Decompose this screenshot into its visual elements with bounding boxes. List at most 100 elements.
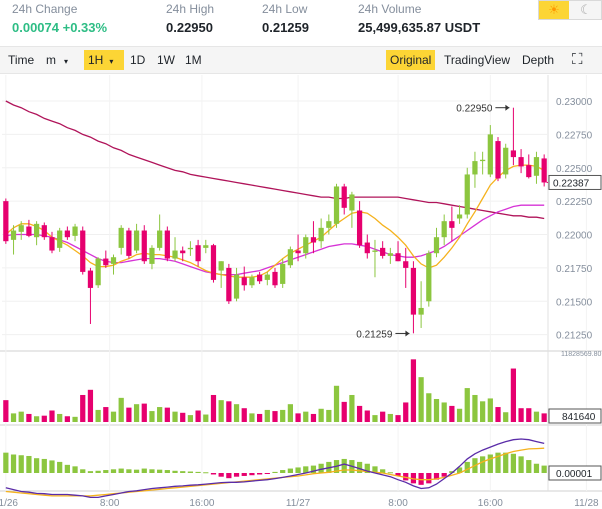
candle-body: [341, 186, 347, 208]
candle-body: [364, 242, 370, 254]
volume-bar: [195, 410, 201, 422]
candle: [287, 246, 293, 268]
interval-1m-button[interactable]: 1M: [185, 53, 202, 67]
candle: [72, 223, 78, 242]
candle-body: [210, 245, 217, 280]
macd-histogram-bar: [518, 456, 524, 473]
candle: [164, 226, 170, 262]
macd-histogram-bar: [164, 470, 170, 473]
view-depth-button[interactable]: Depth: [522, 53, 555, 67]
candle: [280, 258, 286, 288]
candle: [103, 250, 109, 268]
candle-body: [141, 230, 147, 262]
candle-body: [164, 230, 170, 259]
candle: [241, 266, 247, 291]
candle-body: [133, 230, 140, 251]
volume-bar: [541, 413, 547, 422]
candle: [118, 225, 124, 255]
stat-24h-volume: 24h Volume 25,499,635.87 USDT: [358, 2, 480, 36]
macd-histogram-bar: [203, 472, 209, 474]
candle: [318, 218, 324, 248]
stat-label: 24h Change: [12, 2, 78, 16]
macd-histogram-bar: [510, 453, 517, 473]
price-chart[interactable]: 0.23000 0.22750 0.22500 0.22250 0.22000 0.217…: [0, 75, 602, 509]
volume-bar: [87, 389, 94, 422]
candle: [218, 261, 224, 288]
candle-body: [510, 150, 517, 158]
macd-histogram-bar: [418, 473, 424, 485]
candle-body: [264, 274, 270, 280]
chevron-down-icon: ▾: [109, 57, 114, 66]
macd-histogram-bar: [480, 456, 486, 473]
candle-body: [295, 250, 301, 254]
candle: [495, 137, 501, 182]
macd-histogram-bar: [257, 473, 263, 475]
volume-bar: [418, 377, 424, 422]
y-tick-label: 0.22750: [556, 130, 593, 141]
current-price-tag: [548, 174, 602, 190]
volume-bar: [441, 402, 447, 422]
interval-1w-button[interactable]: 1W: [157, 53, 175, 67]
volume-bar: [349, 394, 355, 422]
candle-body: [157, 230, 163, 248]
candle: [326, 214, 332, 235]
candle: [441, 214, 447, 246]
candle-body: [218, 261, 224, 271]
ma-short-line: [5, 164, 545, 278]
sun-icon[interactable]: ☀: [539, 1, 569, 19]
macd-histogram-bar: [433, 473, 440, 480]
volume-bar: [280, 409, 286, 422]
volume-bar: [426, 393, 432, 422]
volume-bar: [80, 394, 86, 422]
view-tradingview-button[interactable]: TradingView: [444, 53, 511, 67]
macd-histogram-bar: [72, 466, 78, 473]
macd-histogram-bar: [449, 471, 455, 473]
macd-histogram-bar: [441, 473, 447, 477]
fullscreen-icon[interactable]: ⛶: [572, 51, 583, 68]
candle-body: [126, 230, 132, 256]
x-tick-label: 11/27: [286, 498, 311, 509]
interval-1h-button[interactable]: 1H ▾: [84, 50, 124, 70]
y-tick-label: 0.21750: [556, 264, 593, 275]
volume-bar: [456, 408, 463, 422]
candle: [3, 198, 9, 244]
view-original-button[interactable]: Original: [386, 50, 436, 70]
macd-histogram-bar: [41, 458, 47, 473]
candle-body: [203, 245, 209, 248]
candle-body: [280, 263, 286, 284]
candle-body: [233, 274, 240, 299]
interval-1d-button[interactable]: 1D: [130, 53, 146, 67]
macd-histogram-bar: [218, 473, 224, 477]
volume-bar: [341, 401, 347, 422]
candle: [541, 154, 547, 187]
candle-body: [249, 277, 255, 286]
candle-body: [80, 230, 86, 272]
candle-body: [410, 267, 417, 315]
macd-histogram-bar: [57, 461, 63, 473]
macd-histogram-bar: [133, 469, 140, 473]
candle: [303, 234, 309, 259]
current-price-label: 0.22387: [553, 178, 590, 189]
moon-icon[interactable]: ☾: [580, 2, 592, 17]
candle: [364, 234, 370, 259]
candle-body: [495, 141, 501, 179]
candle-body: [3, 201, 9, 242]
macd-histogram-bar: [310, 465, 317, 473]
candle: [18, 221, 24, 240]
candle: [187, 241, 194, 256]
candle: [210, 243, 217, 283]
candle-body: [10, 230, 17, 240]
volume-bar: [126, 407, 132, 422]
volume-bar: [210, 394, 217, 422]
volume-bar: [433, 399, 440, 422]
y-tick-label: 0.22250: [556, 197, 593, 208]
candle: [180, 246, 186, 262]
minute-interval-select[interactable]: m ▾: [42, 50, 84, 70]
theme-toggle[interactable]: ☀ ☾: [538, 0, 602, 20]
candle-body: [487, 134, 493, 175]
candle: [257, 271, 263, 284]
volume-bar: [64, 416, 70, 422]
volume-bar: [518, 408, 524, 422]
x-tick-label: 11/28: [574, 498, 599, 509]
